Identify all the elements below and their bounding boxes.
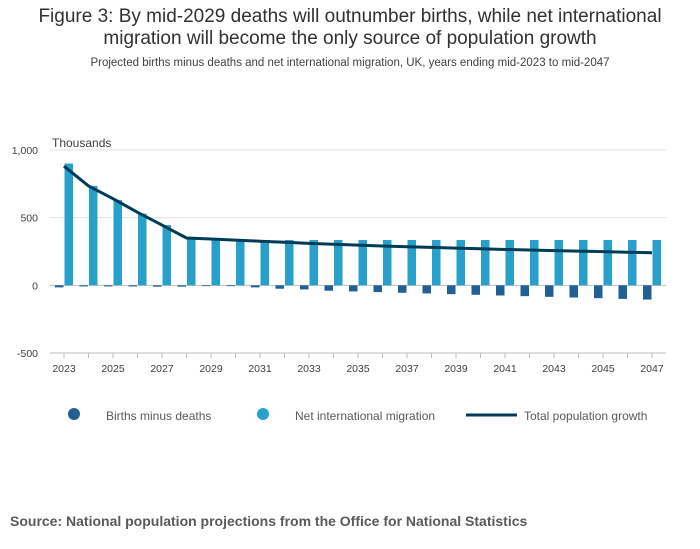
x-tick-label: 2037 [395,363,419,375]
bar-net-international-migration [456,239,465,286]
bar-births-minus-deaths [545,285,554,297]
bar-net-international-migration [260,239,269,286]
chart-subtitle: Projected births minus deaths and net in… [90,57,610,69]
x-tick-label: 2027 [150,363,174,375]
line-total-population-growth [63,165,653,255]
bar-net-international-migration [358,239,367,286]
bar-births-minus-deaths [79,285,88,287]
bar-births-minus-deaths [520,285,529,297]
bar-net-international-migration [334,239,343,286]
y-tick-label: 0 [32,280,38,292]
legend-label-total-population-growth: Total population growth [524,409,647,423]
y-axis-unit-label: Thousands [52,136,111,150]
bar-net-international-migration [628,239,637,286]
axes: 1,000 500 0 -500 2023 2025 2027 2029 2031 2033 203… [12,145,666,375]
bar-births-minus-deaths [153,285,162,287]
legend-label-births-minus-deaths: Births minus deaths [106,409,211,423]
y-tick-label: -500 [17,348,38,360]
x-tick-label: 2047 [640,363,664,375]
x-tick-label: 2039 [444,363,468,375]
source-note: Source: National population projections … [10,513,528,529]
bar-births-minus-deaths [275,285,284,289]
bar-net-international-migration [211,238,220,286]
y-tick-label: 500 [20,213,38,225]
bar-net-international-migration [554,239,563,286]
legend-swatch-net-international-migration [257,408,269,420]
bar-net-international-migration [432,239,441,286]
total-growth-line-layer [63,165,653,255]
chart-title-line-1: Figure 3: By mid-2029 deaths will outnum… [38,6,662,27]
bar-net-international-migration [162,225,171,286]
bar-births-minus-deaths [55,285,64,288]
bar-net-international-migration [236,239,245,286]
bars [55,163,661,300]
bar-net-international-migration [530,239,539,286]
bar-births-minus-deaths [300,285,309,290]
x-tick-label: 2035 [346,363,370,375]
bar-births-minus-deaths [177,285,186,287]
bar-births-minus-deaths [104,285,113,287]
legend-label-net-international-migration: Net international migration [295,409,435,423]
bar-births-minus-deaths [569,285,578,298]
bar-net-international-migration [187,237,196,286]
bar-net-international-migration [652,239,661,286]
legend: Births minus deaths Net international mi… [68,408,647,423]
bar-net-international-migration [603,239,612,286]
bar-net-international-migration [285,239,294,286]
bar-births-minus-deaths [373,285,382,293]
x-tick-label: 2023 [52,363,76,375]
chart-title: Figure 3: By mid-2029 deaths will outnum… [0,6,700,50]
bar-net-international-migration [113,200,122,286]
x-tick-label: 2031 [248,363,272,375]
bar-births-minus-deaths [324,285,333,291]
bar-births-minus-deaths [202,285,211,287]
bar-births-minus-deaths [496,285,505,296]
bar-net-international-migration [481,239,490,286]
bar-births-minus-deaths [251,285,260,288]
bar-births-minus-deaths [471,285,480,295]
bar-births-minus-deaths [128,285,137,287]
bar-net-international-migration [383,239,392,286]
chart-title-line-2: migration will become the only source of… [103,28,597,49]
bar-births-minus-deaths [594,285,603,299]
bar-net-international-migration [407,239,416,286]
x-tick-label: 2041 [493,363,517,375]
bar-births-minus-deaths [643,285,652,300]
bar-net-international-migration [64,163,73,286]
x-tick-label: 2045 [591,363,615,375]
bar-births-minus-deaths [618,285,627,299]
x-tick-label: 2043 [542,363,566,375]
bar-births-minus-deaths [226,285,235,287]
legend-swatch-births-minus-deaths [68,408,80,420]
bar-births-minus-deaths [398,285,407,293]
bar-net-international-migration [138,213,147,286]
bar-net-international-migration [579,239,588,286]
x-tick-label: 2033 [297,363,321,375]
bar-births-minus-deaths [422,285,431,294]
y-tick-label: 1,000 [12,145,38,157]
x-tick-label: 2025 [101,363,125,375]
x-tick-label: 2029 [199,363,223,375]
bar-net-international-migration [505,239,514,286]
bar-births-minus-deaths [447,285,456,295]
bar-net-international-migration [309,239,318,286]
bar-births-minus-deaths [349,285,358,292]
bar-net-international-migration [89,185,98,286]
